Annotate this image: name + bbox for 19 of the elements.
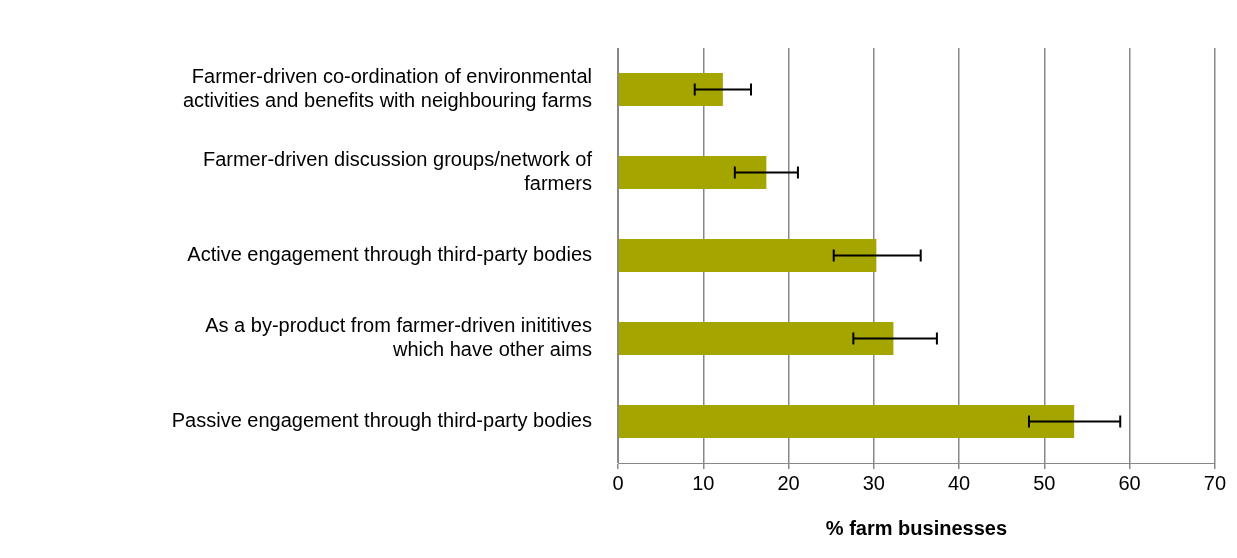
bar bbox=[618, 404, 1075, 439]
x-axis-title: % farm businesses bbox=[825, 516, 1008, 539]
x-tick-label: 20 bbox=[777, 471, 800, 494]
bar bbox=[618, 238, 877, 273]
x-tick-label: 70 bbox=[1203, 471, 1226, 494]
y-tick-label: Farmer-driven discussion groups/network of farmers bbox=[202, 148, 593, 195]
y-tick-label: Farmer-driven co-ordination of environmental activities and benefits with neighbouring farms bbox=[182, 65, 592, 112]
bar bbox=[618, 72, 723, 107]
x-tick-label: 50 bbox=[1033, 471, 1056, 494]
x-tick-label: 40 bbox=[947, 471, 971, 494]
y-tick-label: Passive engagement through third-party bodies bbox=[171, 409, 592, 432]
x-tick-label: 30 bbox=[862, 471, 885, 494]
x-tick-label: 10 bbox=[692, 471, 715, 494]
y-tick-label: As a by-product from farmer-driven inititives which have other aims bbox=[205, 314, 592, 361]
x-tick-label: 0 bbox=[612, 471, 624, 494]
x-tick-label: 60 bbox=[1118, 471, 1141, 494]
bar bbox=[618, 155, 767, 190]
y-tick-label: Active engagement through third-party bodies bbox=[187, 243, 592, 266]
bar bbox=[618, 321, 894, 356]
